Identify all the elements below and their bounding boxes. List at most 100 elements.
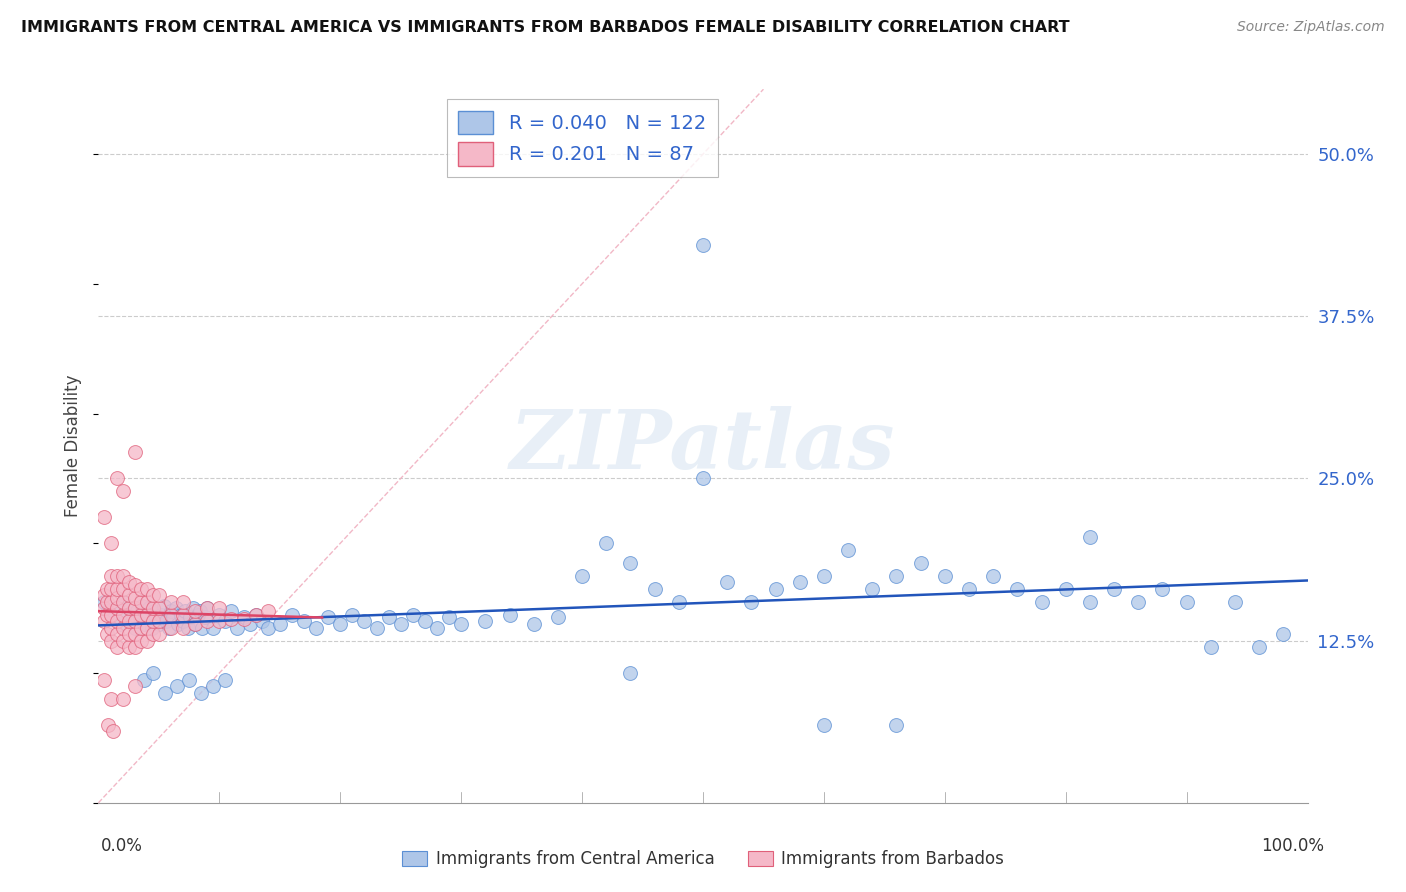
Point	[184, 604, 207, 618]
Point	[157, 621, 180, 635]
Point	[128, 610, 150, 624]
Point	[644, 582, 666, 596]
Point	[111, 621, 134, 635]
Point	[135, 582, 157, 596]
Text: ZIPatlas: ZIPatlas	[510, 406, 896, 486]
Point	[93, 588, 115, 602]
Point	[1054, 582, 1077, 596]
Point	[366, 621, 388, 635]
Point	[172, 607, 194, 622]
Point	[138, 601, 160, 615]
Point	[142, 614, 165, 628]
Point	[169, 607, 191, 622]
Point	[124, 445, 146, 459]
Point	[202, 621, 225, 635]
Point	[93, 614, 115, 628]
Point	[184, 616, 207, 631]
Point	[148, 627, 170, 641]
Point	[124, 627, 146, 641]
Text: 100.0%: 100.0%	[1261, 837, 1324, 855]
Point	[101, 724, 124, 739]
Point	[100, 568, 122, 582]
Point	[692, 471, 714, 485]
Point	[716, 575, 738, 590]
Point	[232, 610, 254, 624]
Point	[789, 575, 811, 590]
Point	[256, 604, 278, 618]
Point	[1102, 582, 1125, 596]
Point	[172, 621, 194, 635]
Point	[221, 604, 243, 618]
Point	[129, 621, 152, 635]
Point	[1175, 595, 1198, 609]
Point	[111, 595, 134, 609]
Point	[100, 582, 122, 596]
Point	[101, 611, 124, 625]
Point	[114, 607, 136, 622]
Point	[305, 621, 328, 635]
Point	[141, 621, 163, 635]
Point	[172, 595, 194, 609]
Text: Source: ZipAtlas.com: Source: ZipAtlas.com	[1237, 20, 1385, 34]
Point	[256, 621, 278, 635]
Point	[124, 601, 146, 615]
Point	[153, 685, 176, 699]
Point	[111, 633, 134, 648]
Point	[124, 614, 146, 628]
Point	[187, 607, 209, 622]
Point	[124, 640, 146, 654]
Point	[1272, 627, 1295, 641]
Point	[214, 673, 236, 687]
Point	[1031, 595, 1053, 609]
Point	[150, 607, 173, 622]
Point	[166, 679, 188, 693]
Point	[191, 621, 214, 635]
Point	[105, 568, 128, 582]
Point	[167, 616, 190, 631]
Point	[142, 588, 165, 602]
Point	[160, 607, 183, 622]
Point	[145, 610, 167, 624]
Legend: R = 0.040   N = 122, R = 0.201   N = 87: R = 0.040 N = 122, R = 0.201 N = 87	[447, 99, 717, 178]
Text: 0.0%: 0.0%	[101, 837, 143, 855]
Point	[437, 610, 460, 624]
Point	[188, 604, 211, 618]
Point	[1249, 640, 1271, 654]
Point	[1199, 640, 1222, 654]
Point	[129, 633, 152, 648]
Point	[129, 582, 152, 596]
Point	[910, 556, 932, 570]
Point	[100, 633, 122, 648]
Point	[498, 607, 520, 622]
Point	[813, 718, 835, 732]
Point	[239, 616, 262, 631]
Point	[105, 582, 128, 596]
Text: IMMIGRANTS FROM CENTRAL AMERICA VS IMMIGRANTS FROM BARBADOS FEMALE DISABILITY CO: IMMIGRANTS FROM CENTRAL AMERICA VS IMMIG…	[21, 20, 1070, 35]
Point	[957, 582, 980, 596]
Point	[934, 568, 956, 582]
Point	[1152, 582, 1174, 596]
Point	[93, 673, 115, 687]
Point	[121, 614, 143, 628]
Point	[1128, 595, 1150, 609]
Point	[111, 484, 134, 499]
Point	[96, 627, 118, 641]
Point	[105, 601, 128, 615]
Point	[172, 614, 194, 628]
Point	[96, 607, 118, 622]
Point	[135, 607, 157, 622]
Point	[148, 614, 170, 628]
Point	[97, 604, 120, 618]
Point	[105, 591, 128, 605]
Point	[208, 607, 231, 622]
Point	[281, 607, 304, 622]
Point	[245, 607, 267, 622]
Point	[177, 621, 200, 635]
Point	[108, 616, 131, 631]
Point	[474, 614, 496, 628]
Point	[100, 536, 122, 550]
Point	[135, 621, 157, 635]
Point	[100, 692, 122, 706]
Point	[124, 621, 146, 635]
Point	[179, 610, 201, 624]
